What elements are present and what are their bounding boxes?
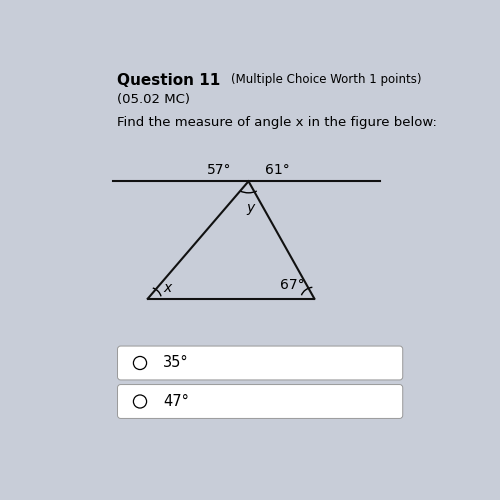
Text: 57°: 57°	[207, 162, 232, 176]
Text: 35°: 35°	[163, 356, 189, 370]
Text: Question 11: Question 11	[117, 74, 220, 88]
Text: y: y	[246, 200, 254, 214]
Text: 61°: 61°	[265, 162, 290, 176]
Text: (Multiple Choice Worth 1 points): (Multiple Choice Worth 1 points)	[231, 74, 422, 86]
Text: Find the measure of angle x in the figure below:: Find the measure of angle x in the figur…	[117, 116, 436, 129]
Circle shape	[134, 356, 146, 370]
FancyBboxPatch shape	[118, 346, 403, 380]
Text: 47°: 47°	[163, 394, 189, 409]
Text: x: x	[164, 281, 172, 295]
Text: 67°: 67°	[280, 278, 304, 292]
Circle shape	[134, 395, 146, 408]
FancyBboxPatch shape	[118, 384, 403, 418]
Text: (05.02 MC): (05.02 MC)	[117, 92, 190, 106]
